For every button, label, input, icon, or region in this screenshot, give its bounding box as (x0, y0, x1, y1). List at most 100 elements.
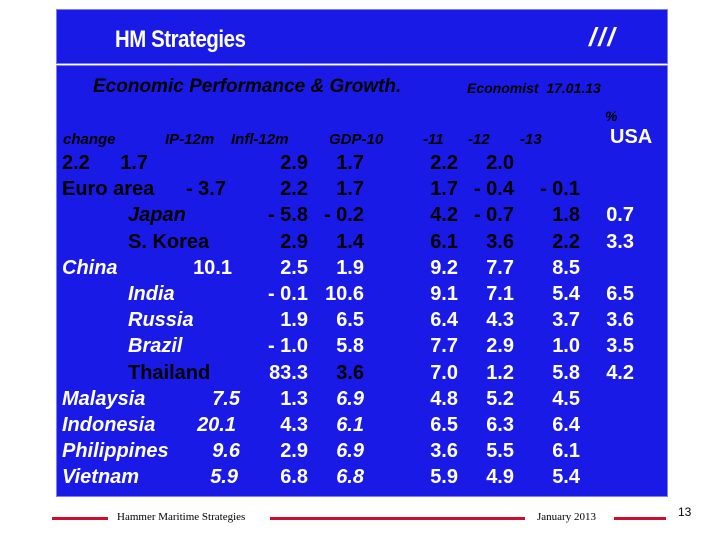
row-y11: 6.1 (430, 231, 458, 253)
header-y11: -11 (423, 131, 444, 148)
row-country: Euro area (62, 178, 155, 200)
row-gdp10: 6.1 (336, 414, 364, 436)
row-y13: 8.5 (552, 257, 580, 279)
row-y12: 6.3 (486, 414, 514, 436)
row-y12: 2.9 (486, 335, 514, 357)
data-panel: Economic Performance & Growth. Economist… (56, 65, 668, 497)
row-y11: 9.2 (430, 257, 458, 279)
row-y12: 4.9 (486, 466, 514, 488)
table-row: Brazil - 1.0 5.8 7.7 2.9 1.0 3.5 (0, 335, 720, 359)
row-y13: 5.4 (552, 466, 580, 488)
row-country: Thailand (128, 362, 211, 384)
row-usa: 6.5 (606, 283, 634, 305)
row-ip: 10.1 (193, 257, 232, 279)
row-infl: 4.3 (280, 414, 308, 436)
row-ip: 20.1 (197, 414, 236, 436)
row-infl: - 5.8 (267, 204, 308, 226)
row-y11: 3.6 (430, 440, 458, 462)
row-y13: - 0.1 (539, 178, 580, 200)
table-row: Thailand 83.3 3.6 7.0 1.2 5.8 4.2 (0, 362, 720, 386)
row-gdp10: 6.5 (336, 309, 364, 331)
row-ip: 9.6 (212, 440, 240, 462)
row-country: Vietnam (62, 466, 140, 488)
row-y12: - 0.4 (473, 178, 514, 200)
row-y11: 5.9 (430, 466, 458, 488)
row-y13: 1.8 (552, 204, 580, 226)
row-ip: 1.7 (120, 152, 148, 174)
row-infl: 6.8 (280, 466, 308, 488)
table-row: India - 0.1 10.6 9.1 7.1 5.4 6.5 (0, 283, 720, 307)
row-y12: 5.2 (486, 388, 514, 410)
table-row: Indonesia 20.1 4.3 6.1 6.5 6.3 6.4 (0, 414, 720, 438)
row-y12: - 0.7 (473, 204, 514, 226)
header-gdp10: GDP-10 (329, 131, 384, 148)
panel-subtitle: Economic Performance & Growth. (93, 76, 402, 97)
table-row: S. Korea 2.9 1.4 6.1 3.6 2.2 3.3 (0, 231, 720, 255)
table-row: Philippines 9.6 2.9 6.9 3.6 5.5 6.1 (0, 440, 720, 464)
footer-rule-left (52, 517, 108, 520)
row-gdp10: 1.7 (336, 178, 364, 200)
header-y13: -13 (520, 131, 542, 148)
footer-date: January 2013 (537, 511, 596, 523)
row-gdp10: 6.9 (336, 388, 364, 410)
source-label: Economist 17.01.13 (467, 80, 601, 96)
table-row: Euro area - 3.7 2.2 1.7 1.7 - 0.4 - 0.1 (0, 178, 720, 202)
row-country: China (62, 257, 118, 279)
row-y13: 6.4 (552, 414, 580, 436)
table-row: 2.2 1.7 2.9 1.7 2.2 2.0 (0, 152, 720, 176)
footer-rule-right (614, 517, 666, 520)
row-ip: 5.9 (210, 466, 238, 488)
row-country: Malaysia (62, 388, 146, 410)
table-row: Vietnam 5.9 6.8 6.8 5.9 4.9 5.4 (0, 466, 720, 490)
row-country: S. Korea (128, 231, 210, 253)
header-change: change (63, 131, 116, 148)
row-y13: 1.0 (552, 335, 580, 357)
row-gdp10: 1.4 (336, 231, 364, 253)
row-gdp10: 10.6 (325, 283, 364, 305)
row-country: 2.2 (62, 152, 90, 174)
row-y13: 4.5 (552, 388, 580, 410)
row-gdp10: 5.8 (336, 335, 364, 357)
slide-title: HM Strategies (115, 26, 246, 53)
row-gdp10: 6.8 (336, 466, 364, 488)
unit-label: % (605, 108, 618, 124)
row-y12: 3.6 (486, 231, 514, 253)
row-ip: 7.5 (212, 388, 240, 410)
row-gdp10: 6.9 (336, 440, 364, 462)
row-infl: 2.2 (280, 178, 308, 200)
row-y13: 6.1 (552, 440, 580, 462)
row-y11: 7.0 (430, 362, 458, 384)
row-usa: 0.7 (606, 204, 634, 226)
header-usa: USA (610, 126, 653, 148)
footer-company: Hammer Maritime Strategies (117, 511, 246, 523)
title-bar: HM Strategies /// (56, 9, 668, 64)
row-y11: 6.5 (430, 414, 458, 436)
row-infl: - 0.1 (267, 283, 308, 305)
row-y11: 4.2 (430, 204, 458, 226)
row-infl: 1.9 (280, 309, 308, 331)
row-infl: 2.9 (280, 152, 308, 174)
row-y13: 2.2 (552, 231, 580, 253)
row-country: Brazil (128, 335, 183, 357)
row-y12: 7.1 (486, 283, 514, 305)
row-gdp10: 1.7 (336, 152, 364, 174)
row-y13: 5.8 (552, 362, 580, 384)
row-y12: 7.7 (486, 257, 514, 279)
row-ip: - 3.7 (185, 178, 226, 200)
table-row: Malaysia 7.5 1.3 6.9 4.8 5.2 4.5 (0, 388, 720, 412)
row-y13: 5.4 (552, 283, 580, 305)
header-ip: IP-12m (165, 131, 215, 148)
header-y12: -12 (468, 131, 490, 148)
row-infl: 2.9 (280, 440, 308, 462)
header-infl: Infl-12m (231, 131, 289, 148)
row-usa: 3.6 (606, 309, 634, 331)
row-country: Philippines (62, 440, 169, 462)
row-infl: 2.5 (280, 257, 308, 279)
footer-rule-middle (270, 517, 525, 520)
row-usa: 3.5 (606, 335, 634, 357)
row-country: Indonesia (62, 414, 156, 436)
row-infl: 2.9 (280, 231, 308, 253)
row-y13: 3.7 (552, 309, 580, 331)
row-gdp10: 3.6 (336, 362, 364, 384)
row-infl: 1.3 (280, 388, 308, 410)
